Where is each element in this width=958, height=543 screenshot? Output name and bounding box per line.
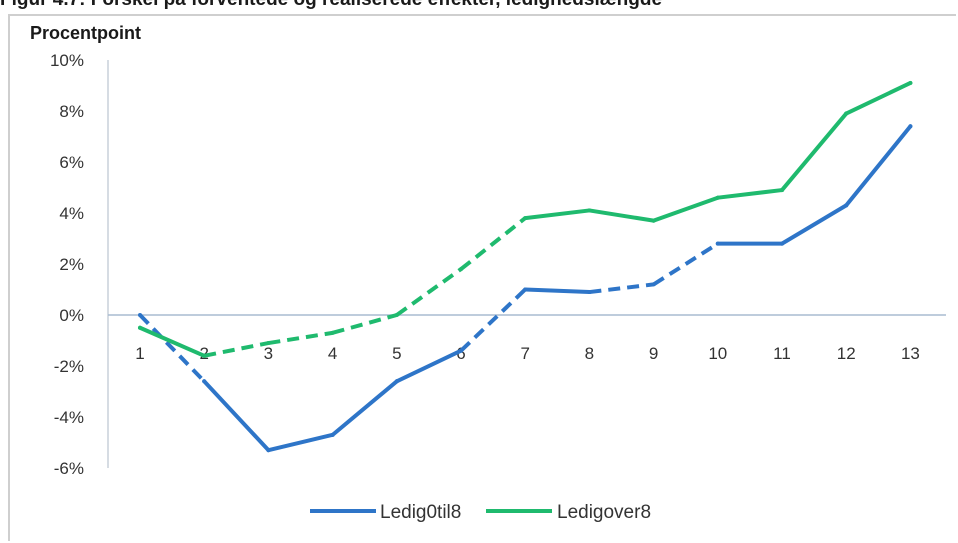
series-Ledigover8 — [138, 80, 913, 358]
x-tick-label: 9 — [649, 344, 658, 363]
series-segment — [394, 348, 463, 384]
x-tick-label: 1 — [135, 344, 144, 363]
data-point — [908, 124, 913, 129]
series-segment — [203, 341, 269, 358]
chart-frame — [8, 14, 956, 541]
x-tick-label: 4 — [328, 344, 337, 363]
series-segment — [395, 267, 463, 317]
y-tick-label: 0% — [59, 306, 84, 325]
data-point — [202, 379, 207, 384]
y-tick-label: 10% — [50, 51, 84, 70]
series-segment — [332, 313, 398, 335]
data-point — [330, 330, 335, 335]
data-point — [780, 241, 784, 246]
series-segment — [459, 288, 527, 353]
y-tick-label: 8% — [59, 102, 84, 121]
legend: Ledig0til8 Ledigover8 — [310, 502, 651, 523]
x-tick-label: 7 — [520, 344, 529, 363]
series-layer — [138, 80, 913, 453]
data-point — [651, 282, 656, 287]
series-segment — [523, 287, 592, 295]
series-segment — [330, 379, 399, 437]
data-point — [138, 325, 142, 330]
y-tick-label: 6% — [59, 153, 84, 172]
data-point — [523, 216, 528, 221]
series-segment — [202, 379, 271, 453]
data-point — [394, 313, 399, 317]
data-point — [330, 432, 335, 437]
y-tick-label: -2% — [54, 357, 84, 376]
series-segment — [459, 216, 527, 271]
y-axis-title: Procentpoint — [30, 23, 141, 43]
legend-label: Ledig0til8 — [380, 502, 461, 523]
series-Ledig0til8 — [138, 124, 913, 453]
data-point — [459, 267, 463, 272]
data-point — [715, 195, 720, 200]
series-segment — [266, 432, 335, 453]
axes: 10%8%6%4%2%0%-2%-4%-6%1 2 3 4 5 6 7 8 9 10 11 12 13 — [50, 51, 946, 478]
x-tick-label: 6 — [456, 344, 465, 363]
data-point — [651, 218, 656, 223]
x-tick-label: 12 — [837, 344, 856, 363]
data-point — [266, 448, 271, 453]
y-tick-label: 4% — [59, 204, 84, 223]
data-point — [908, 80, 913, 85]
series-segment — [138, 313, 206, 383]
x-tick-label: 8 — [585, 344, 594, 363]
x-tick-label: 2 — [199, 344, 208, 363]
data-point — [844, 111, 849, 116]
series-segment — [587, 208, 656, 223]
series-segment — [268, 330, 333, 346]
series-segment — [652, 241, 719, 287]
legend-label: Ledigover8 — [557, 502, 651, 523]
data-point — [587, 208, 592, 213]
x-tick-label: 5 — [392, 344, 401, 363]
series-segment — [780, 111, 849, 193]
series-segment — [715, 188, 784, 200]
data-point — [523, 287, 528, 292]
x-tick-label: 10 — [708, 344, 727, 363]
data-point — [266, 341, 271, 346]
x-tick-label: 13 — [901, 344, 920, 363]
data-point — [715, 241, 720, 246]
data-point — [587, 290, 592, 295]
data-point — [138, 313, 142, 317]
series-segment — [651, 195, 720, 223]
x-tick-label: 3 — [264, 344, 273, 363]
data-point — [459, 348, 463, 353]
series-segment — [589, 282, 654, 295]
series-segment — [844, 80, 913, 116]
y-tick-label: 2% — [59, 255, 84, 274]
series-segment — [523, 208, 592, 221]
data-point — [202, 353, 207, 358]
x-tick-label: 11 — [773, 344, 791, 363]
data-point — [394, 379, 399, 384]
y-tick-label: -6% — [54, 459, 84, 478]
series-segment — [780, 203, 849, 246]
figure-title: Figur 4.7: Forskel på forventede og real… — [0, 0, 958, 11]
y-tick-label: -4% — [54, 408, 84, 427]
data-point — [844, 203, 849, 208]
data-point — [780, 188, 784, 193]
series-segment — [844, 124, 913, 208]
series-segment — [138, 325, 207, 358]
